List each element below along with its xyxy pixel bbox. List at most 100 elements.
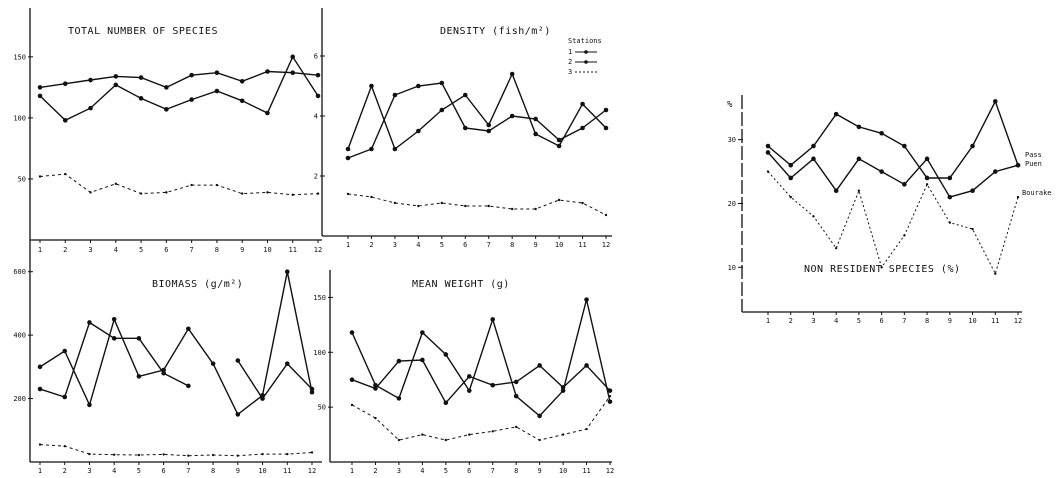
- data-point: [210, 361, 216, 366]
- series-line-1: [39, 70, 319, 89]
- series-line-3: [347, 193, 607, 216]
- data-point: [291, 193, 294, 197]
- data-point: [765, 150, 771, 155]
- series-line-2: [767, 151, 1019, 198]
- x-tick-label: 7: [186, 467, 190, 475]
- y-tick-label: 400: [13, 332, 26, 340]
- data-point: [925, 183, 929, 186]
- data-point: [421, 433, 424, 436]
- panel-title: DENSITY (fish/m²): [440, 26, 551, 37]
- data-point: [38, 175, 42, 178]
- data-point: [992, 99, 998, 104]
- data-point: [290, 54, 296, 60]
- x-tick-label: 11: [582, 467, 590, 475]
- data-point: [584, 363, 589, 368]
- data-point: [880, 266, 883, 269]
- data-point: [490, 382, 496, 388]
- data-point: [392, 92, 398, 98]
- panel-title: BIOMASS (g/m²): [152, 279, 243, 290]
- data-point: [992, 169, 998, 174]
- data-point: [856, 124, 862, 130]
- data-point: [439, 107, 445, 113]
- data-point: [89, 191, 92, 194]
- legend: Stations 1 2 3: [568, 37, 602, 76]
- series-line-2: [39, 55, 319, 122]
- data-point: [812, 215, 815, 218]
- data-point: [971, 227, 974, 231]
- data-point: [286, 452, 289, 456]
- data-point: [310, 451, 314, 454]
- x-tick-label: 2: [63, 246, 67, 254]
- data-point: [513, 379, 519, 385]
- data-point: [64, 172, 67, 176]
- data-point: [261, 452, 264, 456]
- x-tick-label: 3: [88, 246, 92, 254]
- data-point: [417, 204, 420, 208]
- data-point: [236, 454, 240, 457]
- x-tick-label: 4: [112, 467, 116, 475]
- data-point: [607, 399, 613, 404]
- data-point: [309, 386, 315, 392]
- y-tick-label: 4: [314, 113, 318, 121]
- data-point: [487, 204, 490, 208]
- x-tick-label: 10: [968, 317, 976, 325]
- data-point: [513, 393, 519, 399]
- data-point: [580, 101, 585, 107]
- y-tick-label: 30: [728, 136, 736, 144]
- x-tick-label: 2: [63, 467, 67, 475]
- legend-marker-1: [584, 50, 588, 54]
- data-point: [486, 128, 492, 134]
- x-tick-label: 11: [289, 246, 297, 254]
- data-point: [788, 162, 794, 168]
- data-point: [420, 357, 425, 363]
- series-line-1: [767, 99, 1019, 179]
- data-point: [468, 433, 471, 436]
- series-line-3: [39, 173, 319, 196]
- series-line-3: [39, 444, 313, 457]
- x-tick-label: 6: [463, 241, 467, 249]
- data-point: [240, 192, 244, 195]
- y-tick-label: 150: [13, 53, 26, 61]
- data-point: [970, 188, 975, 194]
- x-tick-label: 9: [534, 241, 538, 249]
- data-point: [88, 452, 91, 456]
- data-point: [111, 336, 117, 341]
- data-point: [464, 204, 467, 208]
- data-point: [902, 143, 907, 149]
- x-tick-label: 4: [416, 241, 420, 249]
- x-tick-label: 5: [857, 317, 861, 325]
- y-tick-label: 150: [313, 294, 326, 302]
- data-point: [138, 96, 144, 101]
- data-point: [111, 316, 117, 322]
- data-point: [370, 195, 373, 199]
- data-point: [161, 370, 166, 376]
- data-point: [162, 453, 165, 456]
- data-point: [112, 453, 116, 456]
- series-line-2: [39, 321, 189, 398]
- x-tick-label: 6: [162, 467, 166, 475]
- data-point: [38, 443, 42, 446]
- data-point: [833, 111, 839, 117]
- series-line-2: [351, 359, 611, 405]
- data-point: [603, 125, 609, 131]
- series-line-1: [39, 271, 313, 416]
- data-point: [396, 358, 402, 364]
- data-point: [239, 98, 245, 104]
- x-tick-label: 10: [263, 246, 271, 254]
- data-point: [608, 394, 612, 398]
- data-point: [811, 156, 816, 162]
- data-point: [561, 433, 565, 436]
- panel-title: MEAN WEIGHT (g): [412, 279, 510, 290]
- end-label-puen: Puen: [1025, 160, 1042, 168]
- data-point: [491, 430, 494, 433]
- data-point: [137, 453, 141, 457]
- data-point: [811, 143, 816, 149]
- end-label-pass: Pass: [1025, 151, 1042, 159]
- data-point: [265, 69, 270, 74]
- x-tick-label: 3: [397, 467, 401, 475]
- y-tick-label: 20: [728, 200, 736, 208]
- data-point: [879, 130, 884, 136]
- data-point: [37, 386, 43, 392]
